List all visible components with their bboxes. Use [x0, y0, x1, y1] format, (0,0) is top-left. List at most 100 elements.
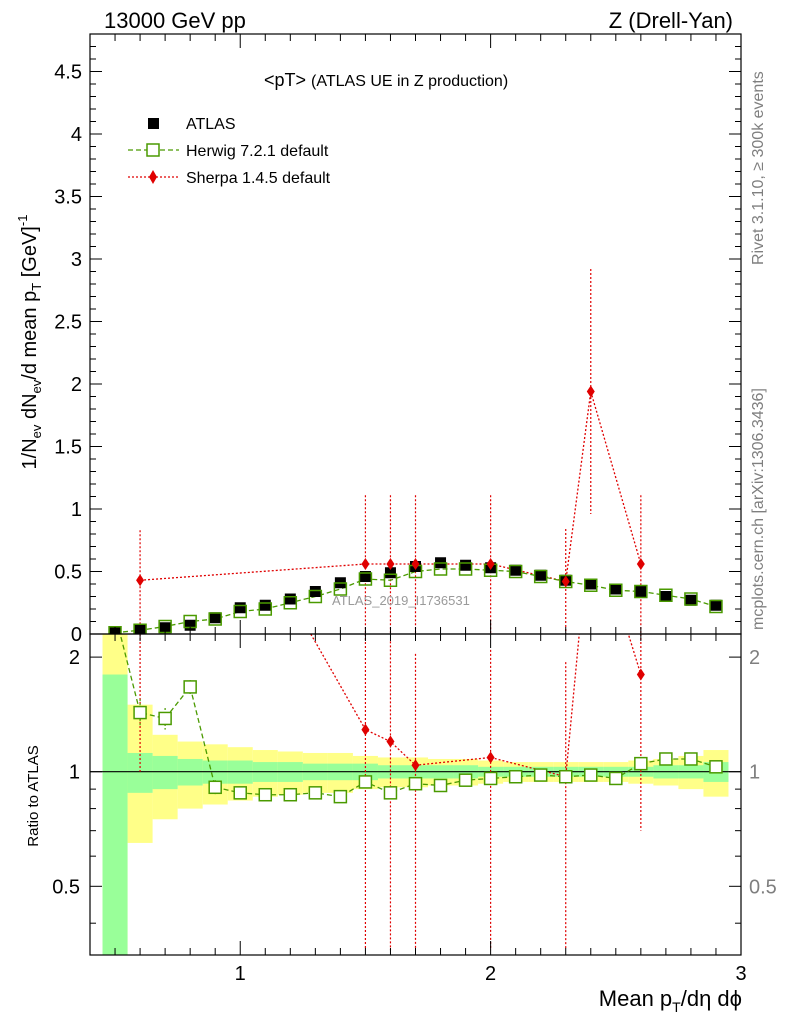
legend-marker-herwig: [146, 143, 160, 157]
sherpa-point: [361, 558, 370, 570]
x-tick-label: 2: [485, 963, 496, 985]
legend-label-sherpa: Sherpa 1.4.5 default: [186, 170, 331, 187]
herwig-point: [533, 569, 548, 584]
herwig-ratio-point: [183, 680, 197, 694]
legend: ATLAS Herwig 7.2.1 default Sherpa 1.4.5 …: [128, 116, 331, 187]
x-tick-label: 3: [735, 963, 746, 985]
herwig-point: [634, 584, 648, 599]
y-tick-label: 4: [71, 124, 82, 146]
herwig-ratio-point: [558, 769, 573, 784]
herwig-ratio-point: [533, 768, 548, 782]
ratio-y-tick-label: 1: [69, 762, 80, 784]
herwig-ratio-point: [483, 771, 498, 786]
herwig-point: [383, 573, 398, 587]
herwig-point: [108, 626, 122, 634]
atlas-point: [359, 571, 371, 582]
main-clipped-group: [108, 269, 723, 634]
herwig-point: [584, 578, 598, 592]
header-left: 13000 GeV pp: [104, 8, 246, 33]
axes: 0 0.5 1 1.5 2 2.5 3 3.5 4 4.5 1 2 3 0.5 0.5 1 1 2 2: [52, 33, 777, 985]
y-tick-label: 1: [71, 499, 82, 521]
ratio-y-tick-label-right: 2: [749, 647, 760, 669]
atlas-point: [309, 586, 321, 597]
legend-marker-atlas: [148, 118, 159, 129]
ratio-marks: [90, 634, 741, 951]
mcplots-reference-text: mcplots.cern.ch [arXiv:1306.3436]: [750, 388, 767, 630]
herwig-ratio-point: [258, 787, 273, 802]
herwig-point: [609, 583, 623, 597]
y-tick-label: 2.5: [54, 312, 82, 334]
herwig-ratio-point: [659, 752, 673, 766]
atlas-point: [710, 599, 722, 611]
y-tick-label: 4.5: [54, 62, 82, 84]
atlas-point: [460, 559, 472, 571]
herwig-point: [283, 596, 298, 610]
herwig-ratio-point: [383, 786, 398, 800]
herwig-point: [508, 564, 523, 579]
herwig-point: [684, 592, 698, 606]
rivet-version-text: Rivet 3.1.10, ≥ 300k events: [750, 71, 767, 265]
herwig-ratio-point: [333, 789, 348, 804]
sherpa-point: [411, 558, 420, 570]
herwig-ratio-point: [709, 760, 723, 774]
ratio-y-tick-label: 0.5: [52, 876, 80, 898]
y-axis-label: 1/Nev dNev/d mean pT [GeV]-1: [15, 215, 44, 470]
y-tick-label: 3.5: [54, 187, 82, 209]
atlas-point: [384, 567, 396, 579]
herwig-ratio-point: [358, 775, 373, 789]
sherpa-ratio-point: [636, 668, 645, 681]
y-tick-label: 3: [71, 249, 82, 271]
herwig-ratio-point: [408, 776, 423, 791]
herwig-ratio-point: [233, 786, 247, 800]
sherpa-point: [486, 558, 495, 570]
herwig-ratio-point: [634, 756, 648, 771]
ratio-band-inner: [152, 755, 178, 790]
x-tick-label: 1: [235, 963, 246, 985]
atlas-point: [685, 594, 697, 606]
sherpa-ratio-point: [386, 735, 395, 748]
ratio-y-tick-label-right: 0.5: [749, 876, 777, 898]
herwig-point: [208, 612, 222, 626]
y-tick-label: 0.5: [54, 562, 82, 584]
atlas-point: [259, 599, 271, 611]
herwig-point: [233, 604, 247, 619]
herwig-ratio-point: [508, 769, 523, 784]
sherpa-ratio-point: [486, 751, 495, 764]
main-marks: [108, 269, 723, 634]
atlas-point: [610, 583, 622, 595]
plot-title: <pT> (ATLAS UE in Z production): [264, 70, 508, 90]
herwig-ratio-point: [308, 786, 323, 800]
x-axis-label: Mean pT/dη dϕ: [599, 986, 742, 1015]
herwig-point: [133, 623, 147, 634]
atlas-point: [284, 593, 296, 605]
ratio-y-axis-label: Ratio to ATLAS: [25, 745, 42, 846]
sherpa-line: [140, 391, 642, 583]
atlas-point: [184, 619, 196, 631]
atlas-point: [660, 591, 672, 602]
legend-label-herwig: Herwig 7.2.1 default: [186, 143, 329, 160]
atlas-point: [510, 564, 522, 576]
herwig-point: [333, 582, 348, 596]
atlas-point: [585, 578, 597, 590]
y-tick-label: 1.5: [54, 437, 82, 459]
sherpa-point: [636, 558, 645, 570]
y-tick-label: 0: [71, 624, 82, 646]
ratio-clipped-group: [119, 634, 723, 951]
herwig-ratio-point: [433, 778, 448, 793]
herwig-ratio-point: [684, 752, 698, 766]
herwig-point: [458, 562, 473, 576]
header-right: Z (Drell-Yan): [609, 8, 733, 33]
herwig-point: [358, 572, 373, 586]
ratio-y-tick-label-right: 1: [749, 762, 760, 784]
herwig-ratio-point: [208, 780, 222, 795]
herwig-ratio-point: [158, 711, 172, 726]
legend-marker-sherpa: [149, 170, 157, 184]
herwig-point: [659, 588, 673, 602]
atlas-point: [234, 602, 246, 614]
atlas-point: [635, 586, 647, 597]
herwig-ratio-point: [283, 787, 298, 802]
sherpa-point: [136, 574, 145, 587]
sherpa-ratio-point: [361, 723, 370, 736]
atlas-point: [209, 612, 221, 624]
herwig-ratio-point: [133, 705, 147, 720]
